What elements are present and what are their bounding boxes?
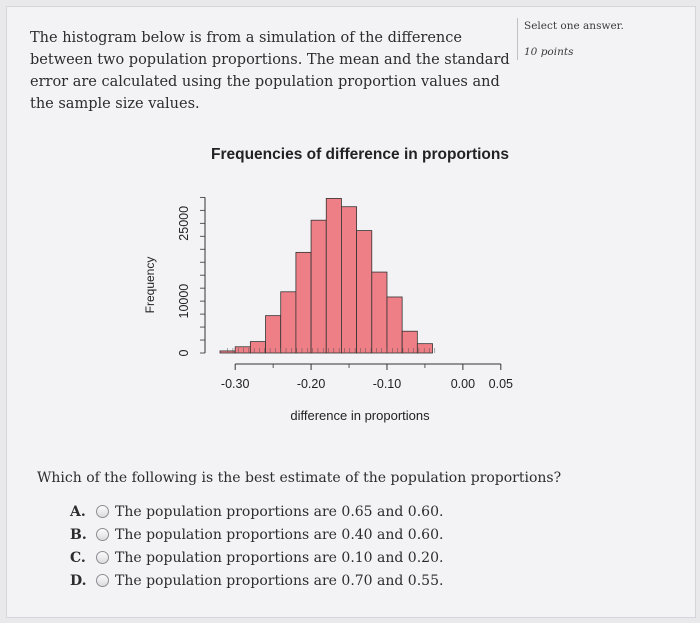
answer-sidebar: Select one answer. 10 points bbox=[517, 18, 664, 60]
option-letter: D. bbox=[70, 572, 87, 589]
radio-d[interactable] bbox=[96, 574, 109, 587]
histogram-bar bbox=[401, 330, 418, 354]
histogram-bar bbox=[265, 315, 282, 354]
histogram-bar bbox=[280, 291, 297, 354]
y-tick-label: 10000 bbox=[177, 284, 191, 319]
histogram-bar bbox=[416, 343, 433, 354]
radio-a[interactable] bbox=[96, 505, 109, 518]
chart-title: Frequencies of difference in proportions bbox=[211, 146, 509, 163]
x-tick-label: 0.05 bbox=[489, 377, 513, 391]
histogram-bar bbox=[234, 346, 251, 354]
option-letter: A. bbox=[70, 503, 86, 520]
x-tick-label: 0.00 bbox=[451, 377, 475, 391]
x-tick-label: -0.10 bbox=[373, 377, 402, 391]
y-tick-label: 0 bbox=[177, 349, 191, 356]
radio-c[interactable] bbox=[96, 551, 109, 564]
select-hint: Select one answer. bbox=[524, 20, 624, 32]
option-text: The population proportions are 0.70 and … bbox=[115, 572, 444, 589]
option-text: The population proportions are 0.40 and … bbox=[115, 526, 444, 543]
option-a[interactable]: A. The population proportions are 0.65 a… bbox=[70, 500, 630, 523]
points-label: 10 points bbox=[524, 46, 574, 58]
x-axis-label: difference in proportions bbox=[290, 408, 430, 423]
x-tick-label: -0.20 bbox=[297, 377, 326, 391]
y-axis-label: Frequency bbox=[143, 256, 157, 314]
answer-options: A. The population proportions are 0.65 a… bbox=[70, 500, 630, 592]
option-text: The population proportions are 0.10 and … bbox=[115, 549, 444, 566]
histogram-bar bbox=[371, 271, 388, 354]
radio-b[interactable] bbox=[96, 528, 109, 541]
histogram-bar bbox=[325, 198, 342, 354]
option-c[interactable]: C. The population proportions are 0.10 a… bbox=[70, 546, 630, 569]
question-text: The histogram below is from a simulation… bbox=[30, 30, 510, 112]
histogram-bar bbox=[310, 219, 327, 354]
option-letter: B. bbox=[70, 526, 87, 543]
histogram-bar bbox=[341, 206, 358, 354]
question-prompt: Which of the following is the best estim… bbox=[37, 470, 562, 486]
histogram-bar bbox=[386, 296, 403, 354]
x-tick-label: -0.30 bbox=[221, 377, 250, 391]
option-b[interactable]: B. The population proportions are 0.40 a… bbox=[70, 523, 630, 546]
histogram-bar bbox=[356, 230, 373, 354]
histogram-bar bbox=[249, 341, 266, 354]
histogram-bar bbox=[295, 251, 312, 354]
y-tick-label: 25000 bbox=[177, 206, 191, 241]
option-d[interactable]: D. The population proportions are 0.70 a… bbox=[70, 569, 630, 592]
option-text: The population proportions are 0.65 and … bbox=[115, 503, 444, 520]
option-letter: C. bbox=[70, 549, 86, 566]
